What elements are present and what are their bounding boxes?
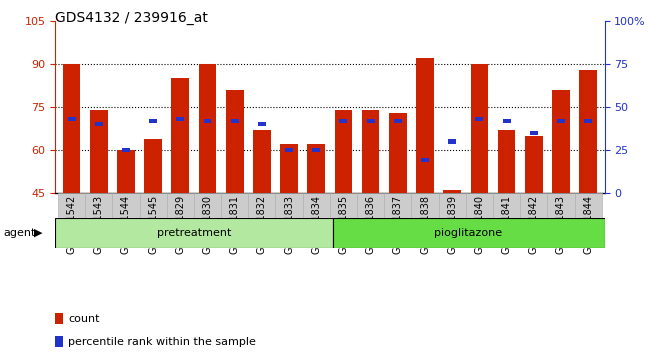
Text: pioglitazone: pioglitazone	[434, 228, 502, 238]
Bar	[90, 110, 108, 193]
Bar	[303, 193, 330, 234]
Bar	[58, 193, 85, 234]
Bar	[85, 193, 112, 234]
Bar	[330, 193, 357, 234]
Bar	[95, 122, 103, 126]
Text: GSM201829: GSM201829	[176, 195, 185, 254]
Text: GSM201543: GSM201543	[94, 195, 104, 254]
Bar	[339, 119, 348, 123]
Text: agent: agent	[3, 228, 36, 238]
Text: percentile rank within the sample: percentile rank within the sample	[68, 337, 256, 347]
Bar	[502, 119, 511, 123]
Bar	[285, 148, 293, 152]
Text: GSM201844: GSM201844	[583, 195, 593, 254]
Text: GSM201836: GSM201836	[366, 195, 376, 254]
Bar	[176, 117, 185, 121]
Text: GDS4132 / 239916_at: GDS4132 / 239916_at	[55, 11, 208, 25]
Text: GSM201837: GSM201837	[393, 195, 403, 254]
Bar	[367, 119, 374, 123]
Bar	[498, 130, 515, 193]
Bar	[443, 190, 461, 193]
Bar	[194, 193, 221, 234]
Bar	[439, 193, 466, 234]
Bar	[475, 117, 484, 121]
Bar	[117, 150, 135, 193]
Text: GSM201841: GSM201841	[502, 195, 512, 254]
Bar	[547, 193, 575, 234]
Bar	[525, 136, 543, 193]
Text: GSM201834: GSM201834	[311, 195, 321, 254]
Text: GSM201840: GSM201840	[474, 195, 484, 254]
Bar	[575, 193, 602, 234]
Bar	[203, 119, 211, 123]
Bar	[280, 144, 298, 193]
Bar	[389, 113, 407, 193]
Bar	[416, 58, 434, 193]
Bar	[584, 119, 592, 123]
Text: GSM201842: GSM201842	[529, 195, 539, 254]
Bar	[552, 90, 570, 193]
Text: GSM201843: GSM201843	[556, 195, 566, 254]
Text: count: count	[68, 314, 99, 324]
Bar	[579, 70, 597, 193]
Bar	[258, 122, 266, 126]
Bar	[394, 119, 402, 123]
Bar	[335, 110, 352, 193]
Bar	[55, 218, 333, 248]
Text: GSM201832: GSM201832	[257, 195, 267, 254]
Text: GSM201545: GSM201545	[148, 195, 158, 254]
Text: ▶: ▶	[34, 228, 42, 238]
Bar	[144, 138, 162, 193]
Bar	[226, 90, 244, 193]
Bar	[221, 193, 248, 234]
Bar	[248, 193, 276, 234]
Bar	[530, 131, 538, 135]
Bar	[448, 139, 456, 144]
Bar	[466, 193, 493, 234]
Bar	[167, 193, 194, 234]
Bar	[149, 119, 157, 123]
Bar	[312, 148, 320, 152]
Bar	[231, 119, 239, 123]
Bar	[421, 158, 429, 162]
Bar	[357, 193, 384, 234]
Text: GSM201838: GSM201838	[420, 195, 430, 254]
Bar	[471, 64, 488, 193]
Text: GSM201542: GSM201542	[66, 195, 77, 254]
Bar	[307, 144, 325, 193]
Bar	[276, 193, 303, 234]
Bar	[172, 79, 189, 193]
Bar	[520, 193, 547, 234]
Text: GSM201833: GSM201833	[284, 195, 294, 254]
Bar	[557, 119, 565, 123]
Text: GSM201839: GSM201839	[447, 195, 457, 254]
Bar	[199, 64, 216, 193]
Bar	[411, 193, 439, 234]
Bar	[493, 193, 520, 234]
Bar	[384, 193, 411, 234]
Text: pretreatment: pretreatment	[157, 228, 231, 238]
Text: GSM201831: GSM201831	[229, 195, 240, 254]
Bar	[333, 218, 604, 248]
Bar	[68, 117, 75, 121]
Bar	[140, 193, 167, 234]
Bar	[253, 130, 271, 193]
Bar	[122, 148, 130, 152]
Text: GSM201835: GSM201835	[339, 195, 348, 254]
Text: GSM201544: GSM201544	[121, 195, 131, 254]
Text: GSM201830: GSM201830	[203, 195, 213, 254]
Bar	[112, 193, 140, 234]
Bar	[63, 64, 81, 193]
Bar	[362, 110, 380, 193]
